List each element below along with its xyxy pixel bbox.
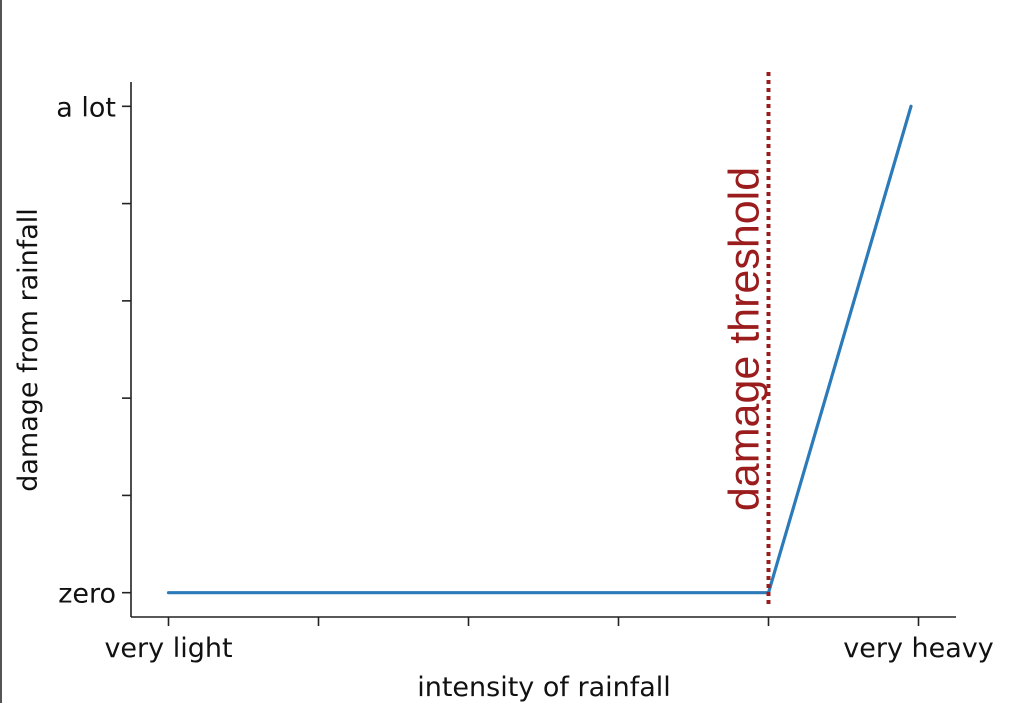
x-tick-label: very light [104, 633, 232, 664]
y-tick-label: a lot [56, 92, 116, 123]
damage-line [166, 104, 913, 595]
x-axis-label: intensity of rainfall [417, 672, 671, 703]
left-border [0, 0, 2, 703]
x-tick-label: very heavy [843, 633, 993, 664]
y-axis-label: damage from rainfall [13, 208, 44, 492]
y-tick-label: zero [58, 579, 116, 610]
threshold-label: damage threshold [721, 167, 769, 511]
